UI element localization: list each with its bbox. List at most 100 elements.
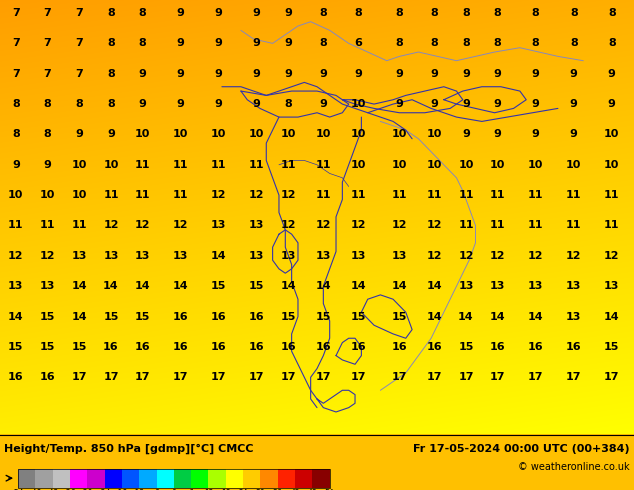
Text: 16: 16	[528, 342, 543, 352]
Text: 11: 11	[135, 160, 150, 170]
Text: 11: 11	[173, 160, 188, 170]
Text: 10: 10	[281, 129, 296, 140]
Text: 11: 11	[427, 190, 442, 200]
Text: 9: 9	[253, 8, 261, 18]
Text: 8: 8	[107, 69, 115, 79]
Text: 16: 16	[211, 342, 226, 352]
Text: 14: 14	[528, 312, 543, 321]
Text: 11: 11	[316, 190, 331, 200]
Text: 12: 12	[8, 251, 23, 261]
Text: 12: 12	[458, 251, 474, 261]
Text: -48: -48	[29, 489, 41, 490]
Text: 14: 14	[173, 281, 188, 291]
Text: 10: 10	[427, 129, 442, 140]
Text: 15: 15	[249, 281, 264, 291]
Text: 14: 14	[316, 281, 331, 291]
Bar	[191, 468, 209, 488]
Text: 11: 11	[103, 190, 119, 200]
Text: 11: 11	[40, 220, 55, 230]
Text: 7: 7	[44, 8, 51, 18]
Text: 8: 8	[396, 8, 403, 18]
Text: 0: 0	[171, 489, 176, 490]
Text: 9: 9	[532, 99, 540, 109]
Text: 12: 12	[427, 220, 442, 230]
Text: 8: 8	[354, 8, 362, 18]
Text: 8: 8	[44, 99, 51, 109]
Text: 10: 10	[604, 129, 619, 140]
Text: 11: 11	[8, 220, 23, 230]
Text: 16: 16	[103, 342, 119, 352]
Text: 11: 11	[249, 160, 264, 170]
Text: 17: 17	[351, 372, 366, 382]
Text: 14: 14	[281, 281, 296, 291]
Text: 9: 9	[215, 38, 223, 49]
Text: 13: 13	[392, 251, 407, 261]
Text: 9: 9	[462, 69, 470, 79]
Text: 8: 8	[320, 38, 327, 49]
Text: 14: 14	[458, 312, 474, 321]
Text: 13: 13	[173, 251, 188, 261]
Text: 10: 10	[72, 190, 87, 200]
Text: 12: 12	[40, 251, 55, 261]
Text: 15: 15	[40, 342, 55, 352]
Text: 14: 14	[72, 281, 87, 291]
Text: 12: 12	[528, 251, 543, 261]
Text: 10: 10	[316, 129, 331, 140]
Text: 10: 10	[351, 99, 366, 109]
Text: 8: 8	[396, 38, 403, 49]
Bar	[313, 468, 330, 488]
Text: Fr 17-05-2024 00:00 UTC (00+384): Fr 17-05-2024 00:00 UTC (00+384)	[413, 444, 630, 454]
Text: 11: 11	[135, 190, 150, 200]
Text: 10: 10	[351, 129, 366, 140]
Bar	[243, 468, 261, 488]
Bar	[18, 468, 36, 488]
Text: 15: 15	[281, 312, 296, 321]
Text: 9: 9	[253, 38, 261, 49]
Text: 8: 8	[608, 8, 616, 18]
Text: 13: 13	[249, 251, 264, 261]
Text: 10: 10	[173, 129, 188, 140]
Text: 8: 8	[462, 8, 470, 18]
Text: 9: 9	[532, 69, 540, 79]
Text: 11: 11	[490, 220, 505, 230]
Text: 8: 8	[570, 8, 578, 18]
Text: 12: 12	[249, 190, 264, 200]
Text: 8: 8	[107, 99, 115, 109]
Text: 11: 11	[604, 190, 619, 200]
Text: 12: 12	[204, 489, 213, 490]
Text: 8: 8	[139, 8, 146, 18]
Text: 9: 9	[285, 38, 292, 49]
Text: 16: 16	[490, 342, 505, 352]
Text: 17: 17	[211, 372, 226, 382]
Text: 12: 12	[281, 190, 296, 200]
Text: 9: 9	[608, 99, 616, 109]
Text: 9: 9	[462, 99, 470, 109]
Text: 9: 9	[320, 69, 327, 79]
Text: 8: 8	[44, 129, 51, 140]
Text: 7: 7	[75, 38, 83, 49]
Text: 11: 11	[281, 160, 296, 170]
Text: 17: 17	[316, 372, 331, 382]
Text: 15: 15	[351, 312, 366, 321]
Text: 16: 16	[281, 342, 296, 352]
Text: 11: 11	[211, 160, 226, 170]
Text: 9: 9	[177, 69, 184, 79]
Text: 7: 7	[12, 69, 20, 79]
Text: 14: 14	[427, 281, 442, 291]
Text: 9: 9	[215, 8, 223, 18]
Text: 10: 10	[458, 160, 474, 170]
Text: 30: 30	[256, 489, 265, 490]
Text: 14: 14	[392, 281, 407, 291]
Text: 7: 7	[12, 8, 20, 18]
Text: 9: 9	[12, 160, 20, 170]
Bar	[278, 468, 295, 488]
Text: 13: 13	[249, 220, 264, 230]
Bar	[157, 468, 174, 488]
Text: -6: -6	[153, 489, 160, 490]
Text: 9: 9	[570, 99, 578, 109]
Bar	[139, 468, 157, 488]
Text: 9: 9	[177, 99, 184, 109]
Text: 9: 9	[608, 69, 616, 79]
Text: 16: 16	[173, 312, 188, 321]
Text: 8: 8	[532, 38, 540, 49]
